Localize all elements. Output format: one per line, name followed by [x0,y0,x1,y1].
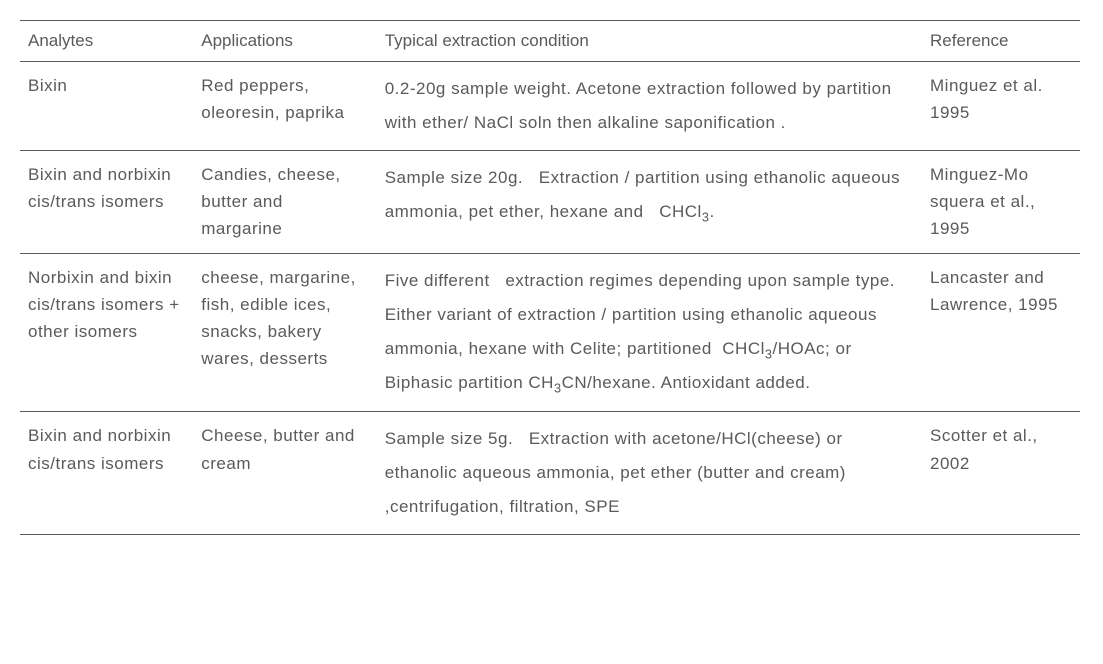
cell-condition: Five different extraction regimes depend… [377,253,922,412]
table-row: Bixin and norbixin cis/trans isomers Can… [20,151,1080,254]
cell-condition: 0.2-20g sample weight. Acetone extractio… [377,62,922,151]
col-analytes: Analytes [20,21,193,62]
table-row: Norbixin and bixin cis/trans isomers + o… [20,253,1080,412]
header-row: Analytes Applications Typical extraction… [20,21,1080,62]
cell-condition: Sample size 5g. Extraction with acetone/… [377,412,922,535]
cell-apps: Cheese, butter and cream [193,412,376,535]
cell-reference: Scotter et al., 2002 [922,412,1080,535]
cell-reference: Minguez et al. 1995 [922,62,1080,151]
cell-apps: cheese, margarine, fish, edible ices, sn… [193,253,376,412]
cell-condition: Sample size 20g. Extraction / partition … [377,151,922,254]
cell-analytes: Bixin and norbixin cis/trans isomers [20,412,193,535]
col-apps: Applications [193,21,376,62]
cell-apps: Candies, cheese, butter and margarine [193,151,376,254]
cell-analytes: Bixin and norbixin cis/trans isomers [20,151,193,254]
table-row: Bixin Red peppers, oleoresin, paprika 0.… [20,62,1080,151]
col-reference: Reference [922,21,1080,62]
extraction-methods-table: Analytes Applications Typical extraction… [20,20,1080,535]
cell-analytes: Bixin [20,62,193,151]
col-condition: Typical extraction condition [377,21,922,62]
cell-analytes: Norbixin and bixin cis/trans isomers + o… [20,253,193,412]
table-row: Bixin and norbixin cis/trans isomers Che… [20,412,1080,535]
cell-reference: Lancaster and Lawrence, 1995 [922,253,1080,412]
cell-apps: Red peppers, oleoresin, paprika [193,62,376,151]
cell-reference: Minguez-Mo squera et al., 1995 [922,151,1080,254]
